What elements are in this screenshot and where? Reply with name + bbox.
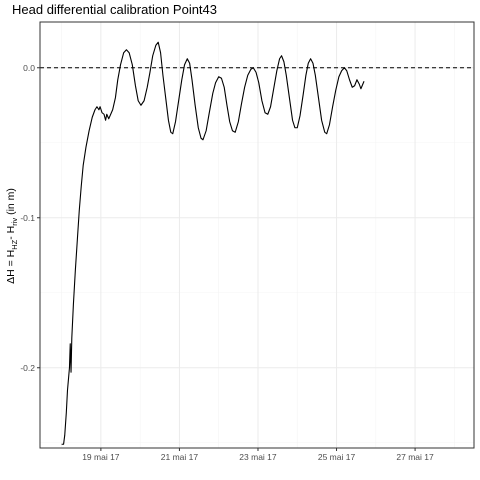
y-tick-label: 0.0 [23, 63, 35, 73]
chart-title: Head differential calibration Point43 [12, 2, 218, 17]
head-differential-series-line [61, 41, 365, 445]
y-tick-label: -0.2 [20, 363, 35, 373]
y-axis-label: ΔH = HHZ- Hriv (in m) [5, 188, 19, 284]
x-tick-label: 23 mai 17 [239, 452, 277, 462]
x-axis: 19 mai 17 21 mai 17 23 mai 17 25 mai 17 27 m… [82, 448, 434, 462]
major-gridlines [40, 22, 474, 448]
x-tick-label: 21 mai 17 [161, 452, 199, 462]
minor-gridlines [40, 22, 474, 448]
plot-panel-border [39, 21, 475, 449]
x-tick-label: 25 mai 17 [318, 452, 356, 462]
x-tick-label: 27 mai 17 [396, 452, 434, 462]
y-axis: 0.0 -0.1 -0.2 [20, 63, 40, 373]
x-tick-label: 19 mai 17 [82, 452, 120, 462]
y-tick-label: -0.1 [20, 213, 35, 223]
